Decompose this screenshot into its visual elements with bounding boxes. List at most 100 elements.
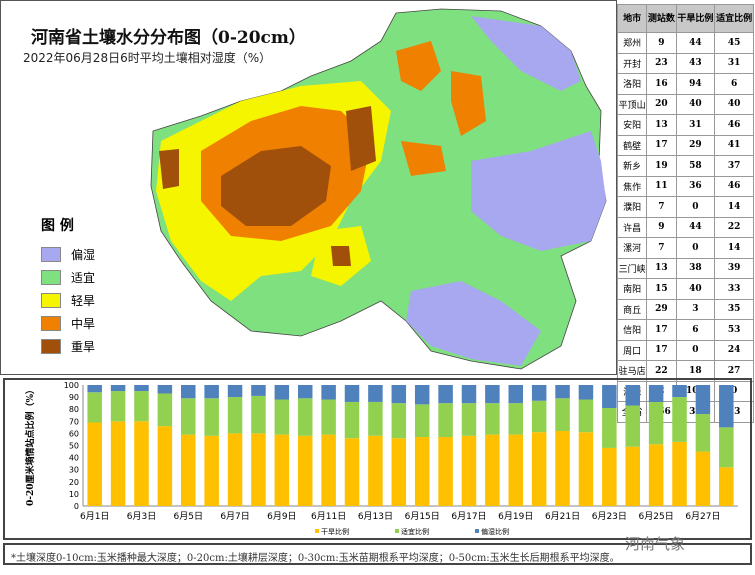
region-severe-drought-2: [346, 106, 376, 171]
legend-item: 适宜: [41, 266, 95, 289]
table-cell: 13: [646, 257, 677, 279]
bar-segment: [695, 414, 711, 452]
bar-segment: [134, 391, 149, 422]
table-cell: 三门峡: [616, 257, 648, 279]
table-cell: 45: [714, 32, 754, 54]
bar-segment: [555, 398, 570, 431]
bar-segment: [625, 446, 640, 506]
table-row: 平顶山 20 40 40: [616, 93, 754, 115]
region-severe-drought: [221, 146, 331, 226]
bar-segment: [274, 399, 290, 435]
bar-segment: [578, 432, 594, 506]
legend-label: 适宜比例: [401, 527, 429, 536]
table-cell: 40: [675, 93, 716, 115]
soil-moisture-map-panel: 河南省土壤水分分布图（0-20cm） 2022年06月28日6时平均土壤相对湿度…: [0, 0, 617, 375]
bar-segment: [344, 401, 360, 439]
legend-label: 重旱: [71, 340, 96, 354]
table-cell: 35: [714, 298, 754, 320]
table-cell: 0: [675, 237, 716, 259]
table-cell: 37: [714, 155, 754, 177]
legend-swatch: [41, 270, 61, 285]
henan-map: [150, 8, 607, 370]
legend-item: 重旱: [41, 335, 95, 358]
bar-segment: [508, 403, 524, 435]
legend-item: 轻旱: [41, 289, 95, 312]
bar-segment: [648, 385, 664, 402]
y-tick-label: 10: [69, 490, 79, 499]
table-row: 三门峡 13 38 39: [616, 257, 754, 279]
table-cell: 38: [675, 257, 716, 279]
bar-segment: [719, 427, 734, 468]
table-row: 新乡 19 58 37: [616, 155, 754, 177]
y-tick-label: 60: [69, 429, 79, 438]
column-header: 适宜比例: [714, 4, 754, 33]
bar-segment: [508, 434, 524, 506]
bar-segment: [321, 399, 336, 435]
table-cell: 13: [646, 114, 677, 136]
bar-segment: [625, 385, 640, 406]
table-cell: 33: [714, 278, 754, 300]
column-header: 干旱比例: [675, 4, 716, 33]
table-cell: 商丘: [616, 298, 648, 320]
bar-segment: [157, 385, 173, 394]
table-cell: 19: [646, 155, 677, 177]
table-cell: 53: [714, 319, 754, 341]
region-moderate-drought-c: [401, 141, 446, 176]
bar-segment: [485, 385, 500, 404]
region-moderate-drought-ne: [451, 71, 486, 136]
table-cell: 14: [714, 196, 754, 218]
table-cell: 洛阳: [616, 73, 648, 95]
footer-note: *土壤深度0-10cm:玉米播种最大深度；0-20cm:土壤耕层深度；0-30c…: [3, 543, 752, 565]
x-tick-label: 6月21日: [545, 511, 580, 522]
table-cell: 44: [675, 32, 716, 54]
table-cell: 40: [714, 93, 754, 115]
table-cell: 58: [675, 155, 716, 177]
chart-panel: 0 10 20 30 40 50 60 70 80 90 100 6月1日 6月3日 6月5日 6月7日 6月…: [3, 378, 752, 540]
legend-label: 干旱比例: [321, 527, 349, 536]
y-tick-label: 100: [64, 381, 79, 390]
bar-segment: [368, 435, 383, 506]
bar-segment: [227, 397, 243, 434]
stacked-bar-chart: 0 10 20 30 40 50 60 70 80 90 100 6月1日 6月3日 6月5日 6月7日 6月…: [24, 381, 738, 536]
y-tick-label: 90: [69, 393, 79, 402]
table-cell: 24: [714, 339, 754, 361]
bar-segment: [157, 426, 173, 506]
table-cell: 11: [646, 175, 677, 197]
bar-segment: [110, 391, 126, 422]
bar-segment: [461, 435, 477, 506]
table-cell: 16: [646, 73, 677, 95]
city-stats-table: 地市 测站数 干旱比例 适宜比例 郑州 9 44 45 开封 23 43 31 洛阳 16 94 6 平顶山 2…: [616, 4, 754, 423]
bar-segment: [672, 441, 687, 506]
bar-segment: [344, 385, 360, 402]
bar-segment: [251, 433, 266, 506]
table-cell: 31: [714, 52, 754, 74]
bar-segment: [274, 434, 290, 506]
bar-segment: [672, 385, 687, 398]
table-cell: 36: [675, 175, 716, 197]
column-header: 测站数: [646, 4, 677, 33]
table-cell: 6: [675, 319, 716, 341]
table-cell: 44: [675, 216, 716, 238]
table-cell: 22: [714, 216, 754, 238]
table-cell: 平顶山: [616, 93, 648, 115]
bar-segment: [648, 401, 664, 445]
y-tick-label: 80: [69, 405, 79, 414]
y-tick-label: 40: [69, 454, 79, 463]
table-cell: 29: [646, 298, 677, 320]
table-cell: 20: [646, 93, 677, 115]
table-row: 漯河 7 0 14: [616, 237, 754, 259]
bar-segment: [134, 421, 149, 506]
map-subtitle: 2022年06月28日6时平均土壤相对湿度（%）: [23, 51, 272, 65]
table-cell: 信阳: [616, 319, 648, 341]
bar-segment: [578, 399, 594, 433]
bar-segment: [625, 405, 640, 447]
bar-segment: [87, 392, 102, 423]
bar-segment: [648, 444, 664, 506]
bar-segment: [555, 430, 570, 506]
x-tick-label: 6月17日: [451, 511, 486, 522]
bar-segment: [134, 385, 149, 392]
x-tick-label: 6月9日: [267, 511, 296, 522]
bar-segment: [297, 385, 313, 399]
bar-segment: [297, 435, 313, 506]
bar-segment: [181, 385, 196, 399]
